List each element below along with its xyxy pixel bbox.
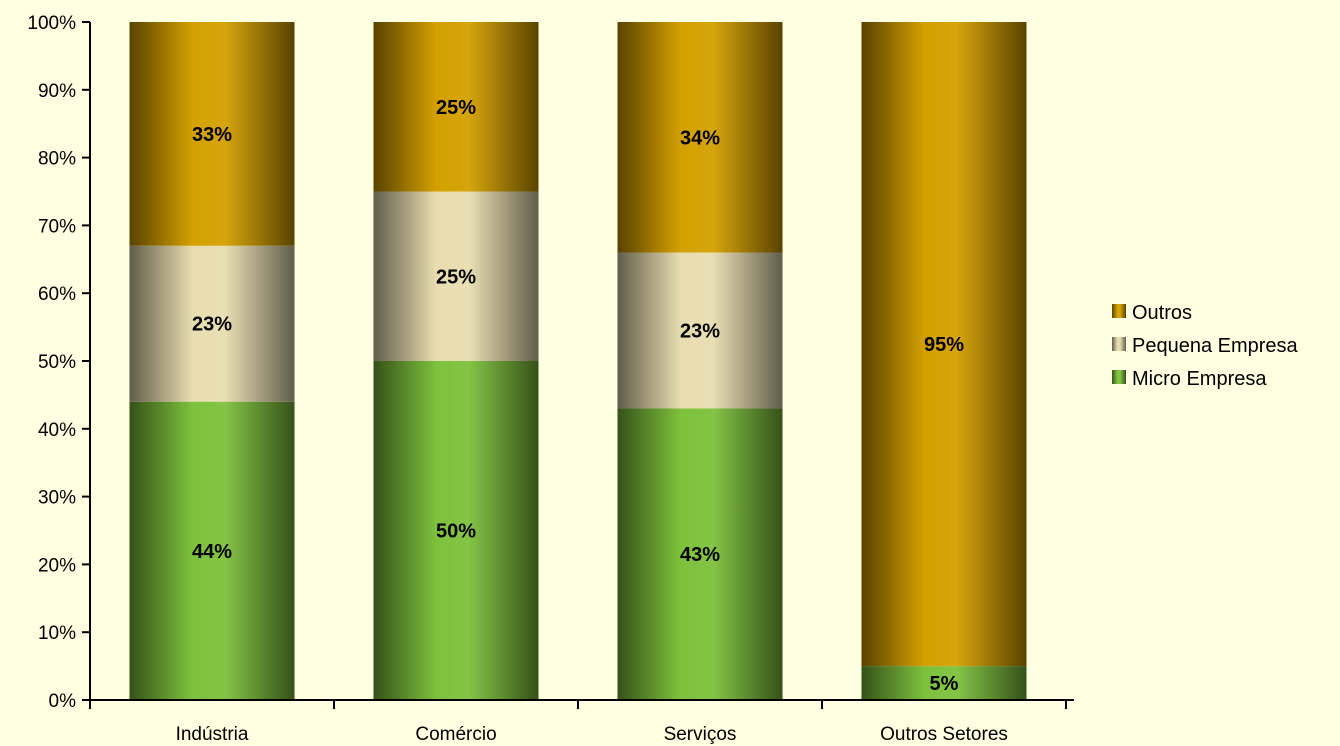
y-tick-label: 20% xyxy=(38,555,76,576)
legend-swatch-pequena-empresa xyxy=(1112,337,1126,351)
x-category-label: Serviços xyxy=(664,724,737,745)
y-tick-label: 70% xyxy=(38,216,76,237)
axes-group: 0% 10% 20% 30% 40% 50% 60% 70% 80% 90% 100% Indústr… xyxy=(27,13,1074,745)
data-label-outros-4: 95% xyxy=(924,334,964,356)
bar-micro-empresa-1 xyxy=(129,401,295,700)
data-label-micro-empresa-1: 44% xyxy=(192,541,232,563)
y-tick-label: 10% xyxy=(38,623,76,644)
bar-outros-1 xyxy=(129,22,295,246)
y-tick-label: 30% xyxy=(38,488,76,509)
bars-group xyxy=(129,22,1027,700)
legend-label-pequena-empresa: Pequena Empresa xyxy=(1132,335,1299,357)
y-tick-label: 100% xyxy=(27,13,76,34)
data-label-outros-3: 34% xyxy=(680,127,720,149)
bar-outros-3 xyxy=(617,22,783,253)
y-tick-label: 40% xyxy=(38,420,76,441)
legend: Outros Pequena Empresa Micro Empresa xyxy=(1112,302,1299,390)
legend-swatch-outros xyxy=(1112,304,1126,318)
y-tick-label: 80% xyxy=(38,149,76,170)
data-labels-group: 44% 23% 33% 50% 25% 25% 43% 23% 34% 5% 95% xyxy=(192,97,964,695)
bar-micro-empresa-4 xyxy=(861,666,1027,700)
data-label-pequena-empresa-3: 23% xyxy=(680,320,720,342)
x-category-label: Outros Setores xyxy=(880,724,1008,745)
bar-outros-2 xyxy=(373,22,539,192)
legend-swatch-micro-empresa xyxy=(1112,370,1126,384)
bar-pequena-empresa-1 xyxy=(129,245,295,402)
y-tick-label: 0% xyxy=(49,691,77,712)
bar-micro-empresa-2 xyxy=(373,361,539,700)
legend-label-outros: Outros xyxy=(1132,302,1192,324)
data-label-outros-2: 25% xyxy=(436,97,476,119)
data-label-micro-empresa-3: 43% xyxy=(680,544,720,566)
legend-label-micro-empresa: Micro Empresa xyxy=(1132,368,1267,390)
data-label-pequena-empresa-2: 25% xyxy=(436,266,476,288)
data-label-pequena-empresa-1: 23% xyxy=(192,314,232,336)
bar-outros-4 xyxy=(861,22,1027,667)
y-tick-label: 60% xyxy=(38,284,76,305)
data-label-micro-empresa-2: 50% xyxy=(436,521,476,543)
x-category-label: Indústria xyxy=(176,724,249,745)
bar-micro-empresa-3 xyxy=(617,408,783,700)
bar-pequena-empresa-2 xyxy=(373,191,539,361)
y-tick-label: 90% xyxy=(38,81,76,102)
data-label-micro-empresa-4: 5% xyxy=(930,673,959,695)
y-tick-label: 50% xyxy=(38,352,76,373)
x-category-label: Comércio xyxy=(415,724,496,745)
data-label-outros-1: 33% xyxy=(192,124,232,146)
bar-pequena-empresa-3 xyxy=(617,252,783,409)
